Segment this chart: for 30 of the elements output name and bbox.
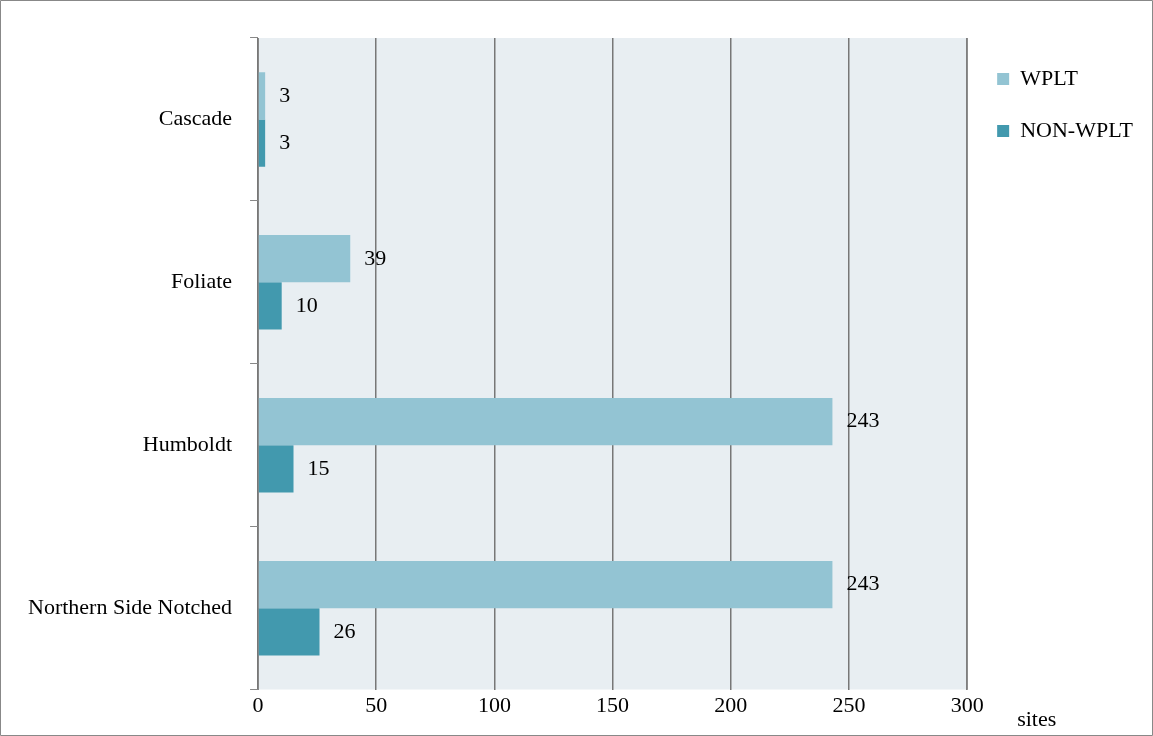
data-label: 3 — [279, 128, 291, 154]
x-tick-label: 150 — [596, 691, 630, 717]
y-tick-label: Northern Side Notched — [28, 593, 233, 619]
y-tick-label: Humboldt — [142, 431, 233, 457]
data-label: 3 — [279, 81, 291, 107]
x-axis-title: sites — [1017, 706, 1057, 732]
y-tick-label: Cascade — [158, 105, 233, 131]
data-label: 10 — [295, 291, 318, 317]
data-label: 39 — [364, 244, 387, 270]
x-tick-label: 50 — [365, 691, 388, 717]
legend-label: WPLT — [1020, 64, 1079, 90]
bar — [258, 282, 282, 330]
bar — [258, 119, 266, 167]
x-tick-label: 300 — [950, 691, 984, 717]
bar — [258, 398, 833, 446]
bar — [258, 235, 351, 283]
x-tick-label: 200 — [714, 691, 748, 717]
bar — [258, 72, 266, 120]
x-tick-label: 100 — [477, 691, 511, 717]
data-label: 15 — [307, 454, 330, 480]
x-tick-label: 250 — [832, 691, 866, 717]
data-label: 243 — [846, 570, 880, 596]
data-label: 243 — [846, 407, 880, 433]
y-tick-label: Foliate — [170, 268, 233, 294]
legend-label: NON-WPLT — [1020, 116, 1134, 142]
bar — [258, 560, 833, 609]
bar — [258, 608, 320, 656]
x-tick-label: 0 — [252, 691, 264, 717]
bar — [258, 445, 294, 493]
data-label: 26 — [333, 617, 356, 643]
